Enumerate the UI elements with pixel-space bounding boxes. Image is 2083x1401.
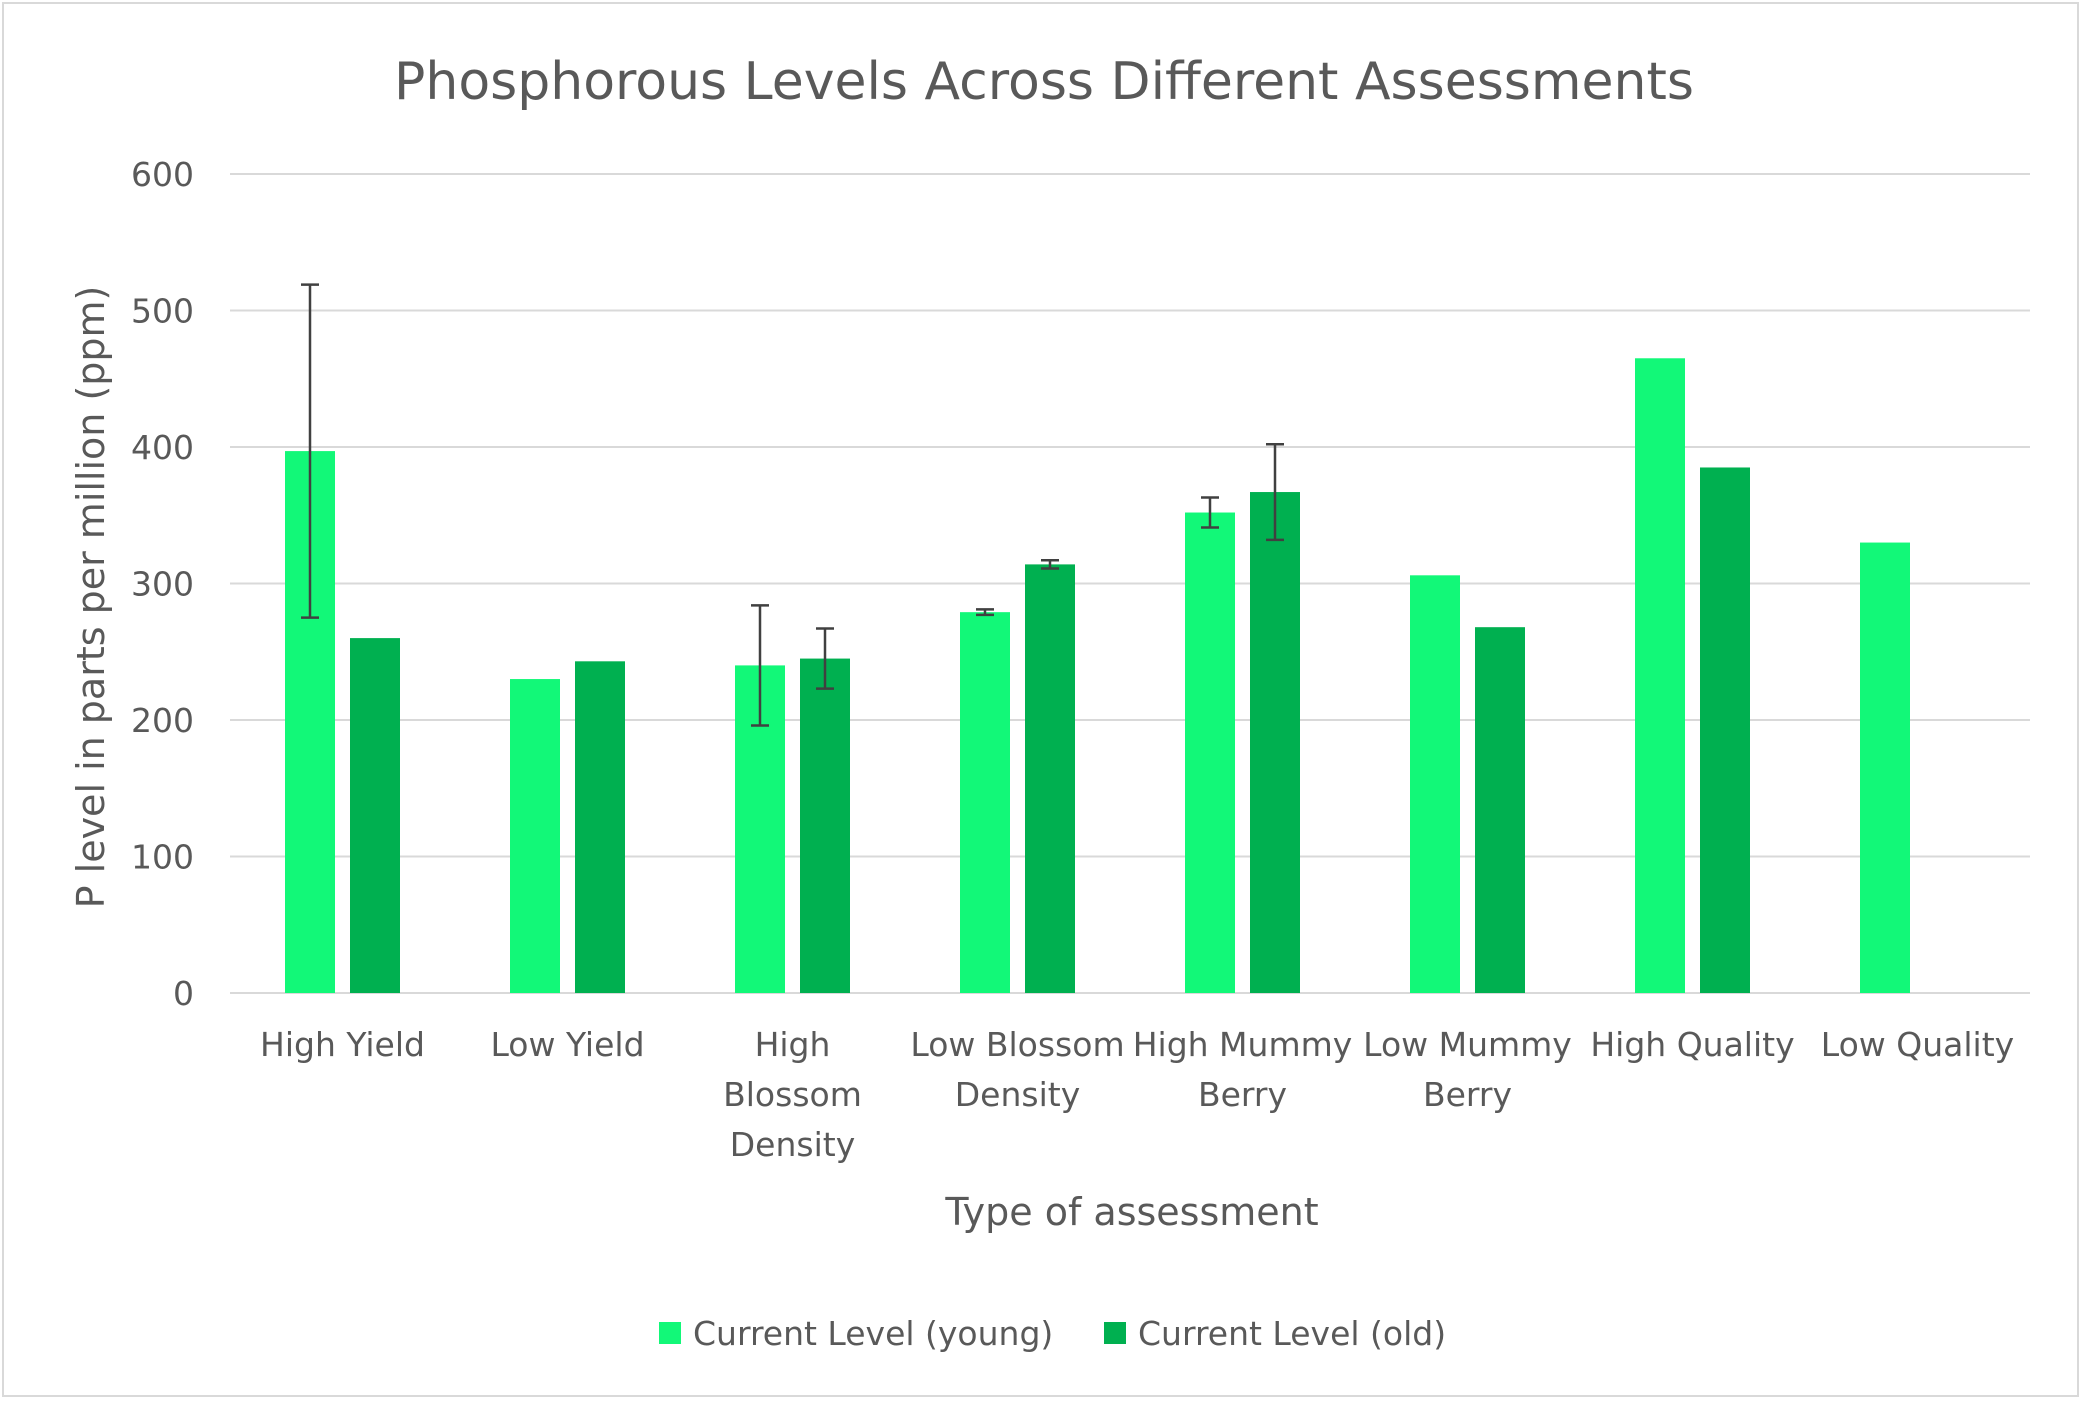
chart-title: Phosphorous Levels Across Different Asse… [394, 52, 1694, 112]
bar [800, 658, 850, 993]
bar [1475, 627, 1525, 993]
bar [1860, 542, 1910, 993]
y-tick-label: 300 [131, 565, 194, 604]
gridlines [230, 173, 2030, 994]
y-axis-ticks: 0 100 200 300 400 500 600 [131, 155, 194, 1013]
bar [1635, 358, 1685, 993]
x-tick-label: Blossom [723, 1075, 862, 1114]
bar [960, 612, 1010, 993]
x-tick-label: High Mummy [1133, 1025, 1353, 1064]
error-bars [301, 283, 1284, 727]
x-tick-label: Berry [1198, 1075, 1287, 1114]
legend-swatch [659, 1322, 681, 1344]
y-tick-label: 500 [131, 292, 194, 331]
x-axis-title: Type of assessment [944, 1190, 1318, 1234]
bar [1700, 467, 1750, 994]
x-tick-label: Low Mummy [1363, 1025, 1572, 1064]
y-tick-label: 0 [173, 974, 194, 1013]
x-tick-label: High Yield [260, 1025, 425, 1064]
legend-swatch [1104, 1322, 1126, 1344]
bar [350, 638, 400, 993]
y-axis-title: P level in parts per million (ppm) [69, 286, 113, 909]
x-tick-label: Berry [1423, 1075, 1512, 1114]
x-tick-label: High [755, 1025, 831, 1064]
x-tick-label: Low Blossom [910, 1025, 1124, 1064]
bar [1185, 512, 1235, 993]
x-tick-label: High Quality [1590, 1025, 1794, 1064]
bars [285, 358, 1910, 994]
bar [510, 679, 560, 993]
x-tick-label: Low Quality [1821, 1025, 2014, 1064]
legend-label: Current Level (old) [1138, 1314, 1446, 1353]
bar [1410, 575, 1460, 993]
bar [1250, 492, 1300, 993]
bar [575, 661, 625, 993]
legend-label: Current Level (young) [693, 1314, 1053, 1353]
y-tick-label: 200 [131, 701, 194, 740]
x-tick-label: Low Yield [490, 1025, 644, 1064]
y-tick-label: 100 [131, 838, 194, 877]
bar [1025, 564, 1075, 993]
legend: Current Level (young) Current Level (old) [659, 1314, 1446, 1353]
y-tick-label: 600 [131, 155, 194, 194]
x-tick-label: Density [730, 1125, 855, 1164]
x-axis-labels: High Yield Low Yield High Blossom Density Low… [260, 1025, 2014, 1164]
x-tick-label: Density [955, 1075, 1080, 1114]
y-tick-label: 400 [131, 428, 194, 467]
